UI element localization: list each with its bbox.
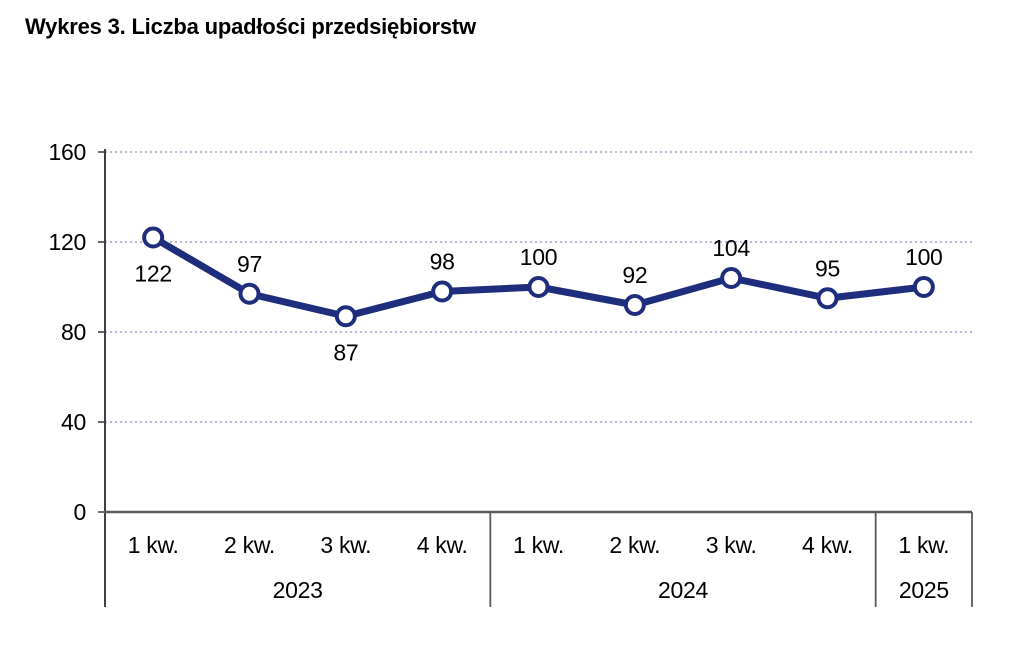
x-tick-label: 4 kw.	[802, 532, 853, 558]
year-label: 2025	[899, 577, 949, 603]
x-tick-label: 1 kw.	[898, 532, 949, 558]
data-value-label: 92	[622, 262, 647, 288]
x-tick-label: 3 kw.	[320, 532, 371, 558]
y-tick-label: 40	[61, 409, 86, 435]
data-value-label: 122	[134, 261, 171, 287]
data-point-marker	[334, 305, 357, 328]
data-point-marker	[527, 276, 550, 298]
data-value-label: 87	[333, 339, 358, 365]
data-value-label: 104	[712, 235, 750, 261]
x-tick-label: 4 kw.	[417, 532, 468, 558]
data-point-marker	[912, 276, 935, 298]
x-tick-label: 3 kw.	[706, 532, 757, 558]
data-point-marker	[142, 226, 165, 249]
year-label: 2024	[658, 577, 708, 603]
chart-title: Wykres 3. Liczba upadłości przedsiębiors…	[25, 14, 476, 39]
y-tick-label: 80	[61, 319, 86, 345]
y-tick-label: 120	[49, 229, 86, 255]
data-point-marker	[720, 267, 743, 289]
y-tick-label: 0	[74, 499, 87, 525]
data-value-label: 100	[905, 244, 942, 270]
data-value-label: 98	[430, 249, 455, 275]
x-tick-label: 1 kw.	[128, 532, 179, 558]
data-point-marker	[431, 280, 454, 303]
data-value-label: 97	[237, 251, 262, 277]
x-tick-label: 1 kw.	[513, 532, 564, 558]
data-point-marker	[238, 282, 261, 305]
x-tick-label: 2 kw.	[609, 532, 660, 558]
data-value-label: 100	[520, 244, 557, 270]
x-tick-label: 2 kw.	[224, 532, 275, 558]
data-point-marker	[623, 294, 646, 316]
y-tick-label: 160	[49, 139, 86, 165]
year-label: 2023	[273, 577, 323, 603]
data-value-label: 95	[815, 255, 840, 281]
data-point-marker	[816, 287, 839, 310]
